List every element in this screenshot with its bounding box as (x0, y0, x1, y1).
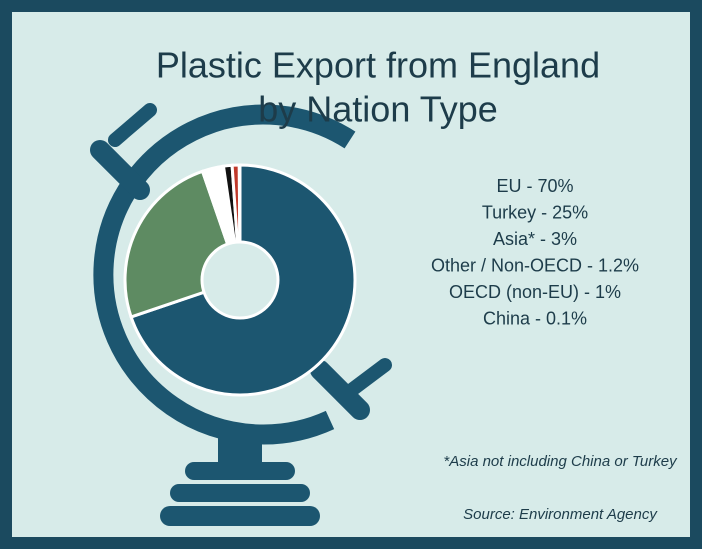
title: by Nation Type (258, 89, 497, 130)
donut-hole (200, 240, 280, 320)
globe-ring (93, 104, 356, 445)
legend-label: OECD (non-EU) - 1% (449, 282, 621, 302)
legend-label: Other / Non-OECD - 1.2% (431, 255, 639, 275)
globe-base (160, 506, 320, 526)
globe-pin-bottom (338, 358, 392, 402)
globe-base (170, 484, 310, 502)
legend-label: Asia* - 3% (493, 229, 577, 249)
globe-base (185, 462, 295, 480)
legend-label: EU - 70% (496, 176, 573, 196)
source: Source: Environment Agency (463, 506, 658, 523)
note: *Asia not including China or Turkey (443, 453, 678, 470)
legend-label: China - 0.1% (483, 308, 587, 328)
legend-label: Turkey - 25% (482, 202, 588, 222)
legend: EU - 70% Turkey - 25% Asia* - 3% Other / No… (431, 176, 639, 329)
globe-axis-top (90, 140, 150, 200)
globe-axis-bottom (310, 360, 370, 420)
title: Plastic Export from England (156, 45, 600, 86)
globe-pin-top (108, 103, 157, 147)
